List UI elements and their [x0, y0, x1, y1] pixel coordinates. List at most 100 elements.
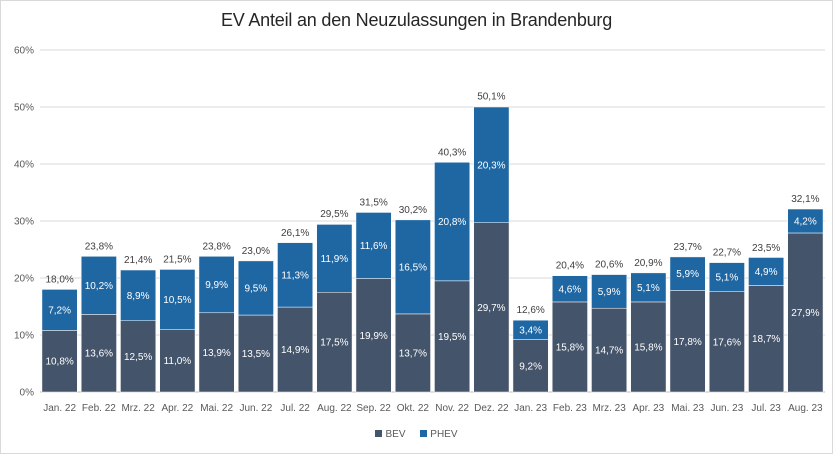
- bar-segment-phev: [748, 257, 785, 286]
- data-label-phev: 4,6%: [558, 284, 581, 295]
- bar-segment-bev: [787, 232, 824, 393]
- data-label-bev: 27,9%: [791, 308, 819, 319]
- total-label: 26,1%: [281, 228, 309, 239]
- bar-segment-phev: [355, 212, 392, 279]
- bar-segment-bev: [80, 314, 117, 393]
- x-tick-label: Okt. 22: [397, 403, 430, 414]
- data-label-phev: 4,9%: [755, 267, 778, 278]
- bar-segment-phev: [394, 219, 431, 315]
- data-label-bev: 18,7%: [752, 334, 780, 345]
- bar-segment-bev: [159, 329, 196, 393]
- bar-segment-bev: [512, 339, 549, 393]
- x-tick-label: Apr. 23: [633, 403, 665, 414]
- total-label: 20,6%: [595, 260, 623, 271]
- bar-segment-phev: [708, 262, 745, 292]
- bar-segment-bev: [473, 222, 510, 393]
- data-label-bev: 12,5%: [124, 352, 152, 363]
- total-label: 23,8%: [202, 241, 230, 252]
- y-tick-label: 60%: [14, 46, 34, 57]
- total-label: 29,5%: [320, 209, 348, 220]
- data-label-phev: 8,9%: [127, 291, 150, 302]
- bar-segment-phev: [551, 275, 588, 303]
- bar-segment-phev: [591, 274, 628, 309]
- data-label-bev: 17,8%: [673, 337, 701, 348]
- data-label-bev: 14,9%: [281, 345, 309, 356]
- data-label-phev: 9,5%: [244, 283, 267, 294]
- total-label: 40,3%: [438, 147, 466, 158]
- data-label-phev: 7,2%: [48, 305, 71, 316]
- x-tick-label: Feb. 22: [82, 403, 116, 414]
- data-label-bev: 11,0%: [164, 356, 192, 367]
- x-tick-label: Jul. 23: [751, 403, 781, 414]
- data-label-bev: 15,8%: [634, 342, 662, 353]
- x-tick-label: Dez. 22: [474, 403, 509, 414]
- x-tick-label: Jun. 22: [239, 403, 272, 414]
- x-tick-label: Mai. 23: [671, 403, 704, 414]
- bar-segment-phev: [434, 162, 471, 282]
- data-label-phev: 5,9%: [676, 269, 699, 280]
- bar-segment-phev: [512, 319, 549, 340]
- bar-segment-bev: [120, 320, 157, 393]
- legend-label-phev: PHEV: [430, 429, 458, 440]
- data-label-phev: 4,2%: [794, 217, 817, 228]
- bar-segment-phev: [41, 289, 78, 331]
- data-label-bev: 15,8%: [556, 342, 584, 353]
- bar-segment-bev: [198, 312, 235, 393]
- total-label: 23,0%: [242, 246, 270, 257]
- bar-segment-phev: [316, 224, 353, 293]
- data-label-phev: 11,6%: [360, 241, 388, 252]
- x-tick-label: Aug. 22: [317, 403, 352, 414]
- data-label-phev: 10,5%: [163, 295, 191, 306]
- bar-segment-phev: [237, 260, 274, 316]
- total-label: 12,6%: [516, 305, 544, 316]
- legend-item-bev: BEV: [375, 429, 406, 440]
- legend-swatch-bev: [375, 430, 383, 437]
- total-label: 20,9%: [634, 258, 662, 269]
- x-tick-label: Aug. 23: [788, 403, 823, 414]
- bar-segment-phev: [80, 256, 117, 315]
- legend-label-bev: BEV: [385, 429, 406, 440]
- total-label: 20,4%: [556, 261, 584, 272]
- total-label: 18,0%: [45, 274, 73, 285]
- data-label-bev: 19,5%: [438, 332, 466, 343]
- x-tick-label: Jul. 22: [280, 403, 310, 414]
- chart-title: EV Anteil an den Neuzulassungen in Brand…: [220, 10, 613, 30]
- y-tick-label: 50%: [14, 103, 34, 114]
- x-tick-label: Jan. 23: [514, 403, 547, 414]
- data-label-bev: 13,5%: [242, 349, 270, 360]
- data-label-bev: 19,9%: [359, 331, 387, 342]
- data-label-bev: 10,8%: [45, 357, 73, 368]
- total-label: 50,1%: [477, 91, 505, 102]
- total-label: 31,5%: [359, 197, 387, 208]
- x-tick-label: Apr. 22: [162, 403, 194, 414]
- bar-segment-phev: [277, 242, 314, 308]
- data-label-bev: 29,7%: [477, 303, 505, 314]
- legend-swatch-phev: [420, 430, 428, 437]
- bar-segment-phev: [159, 269, 196, 330]
- bar-segment-phev: [787, 208, 824, 234]
- data-label-phev: 5,1%: [637, 283, 660, 294]
- bar-segment-bev: [277, 306, 314, 393]
- data-label-bev: 14,7%: [595, 346, 623, 357]
- x-tick-label: Mrz. 23: [592, 403, 626, 414]
- data-label-phev: 20,3%: [477, 160, 505, 171]
- total-label: 32,1%: [791, 194, 819, 205]
- data-label-phev: 20,8%: [438, 217, 466, 228]
- x-tick-label: Nov. 22: [435, 403, 469, 414]
- total-label: 21,4%: [124, 255, 152, 266]
- y-tick-label: 20%: [14, 274, 34, 285]
- y-tick-label: 10%: [14, 331, 34, 342]
- bar-segment-bev: [237, 314, 274, 393]
- x-tick-label: Feb. 23: [553, 403, 587, 414]
- total-label: 22,7%: [713, 248, 741, 259]
- total-label: 23,5%: [752, 243, 780, 254]
- total-label: 21,5%: [163, 254, 191, 265]
- total-label: 23,8%: [85, 241, 113, 252]
- data-label-bev: 13,6%: [85, 349, 113, 360]
- y-tick-label: 40%: [14, 160, 34, 171]
- data-label-bev: 9,2%: [519, 361, 542, 372]
- bar-segment-phev: [198, 256, 235, 314]
- total-label: 30,2%: [399, 205, 427, 216]
- bar-segment-phev: [473, 106, 510, 223]
